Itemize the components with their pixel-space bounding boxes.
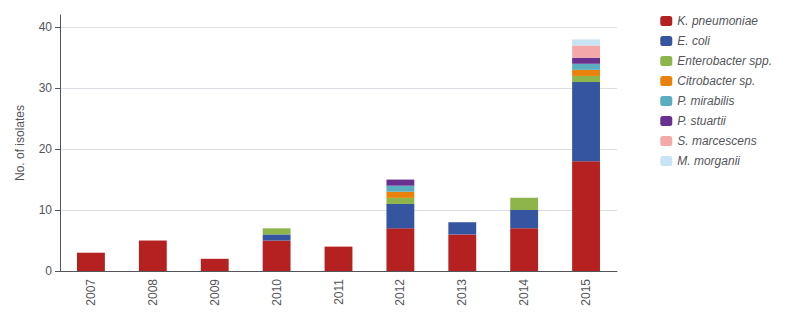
svg-text:2009: 2009 xyxy=(208,279,222,306)
svg-text:P. stuartii: P. stuartii xyxy=(677,114,726,128)
svg-text:20: 20 xyxy=(39,142,53,156)
svg-text:10: 10 xyxy=(39,203,53,217)
svg-text:P. mirabilis: P. mirabilis xyxy=(677,94,734,108)
svg-text:40: 40 xyxy=(39,20,53,34)
svg-text:Enterobacter spp.: Enterobacter spp. xyxy=(677,54,772,68)
svg-text:2015: 2015 xyxy=(579,279,593,306)
svg-text:M. morganii: M. morganii xyxy=(677,154,740,168)
svg-text:2011: 2011 xyxy=(332,279,346,305)
svg-text:0: 0 xyxy=(45,264,52,278)
svg-text:No. of isolates: No. of isolates xyxy=(13,105,27,181)
svg-text:S. marcescens: S. marcescens xyxy=(677,134,756,148)
svg-text:E. coli: E. coli xyxy=(677,34,710,48)
svg-text:2013: 2013 xyxy=(455,279,469,306)
svg-text:K. pneumoniae: K. pneumoniae xyxy=(677,14,758,28)
svg-text:2014: 2014 xyxy=(517,279,531,306)
svg-text:30: 30 xyxy=(39,81,53,95)
svg-text:2008: 2008 xyxy=(146,279,160,306)
svg-text:2007: 2007 xyxy=(84,279,98,306)
svg-text:2012: 2012 xyxy=(393,279,407,306)
svg-text:Citrobacter sp.: Citrobacter sp. xyxy=(677,74,755,88)
svg-text:2010: 2010 xyxy=(270,279,284,306)
